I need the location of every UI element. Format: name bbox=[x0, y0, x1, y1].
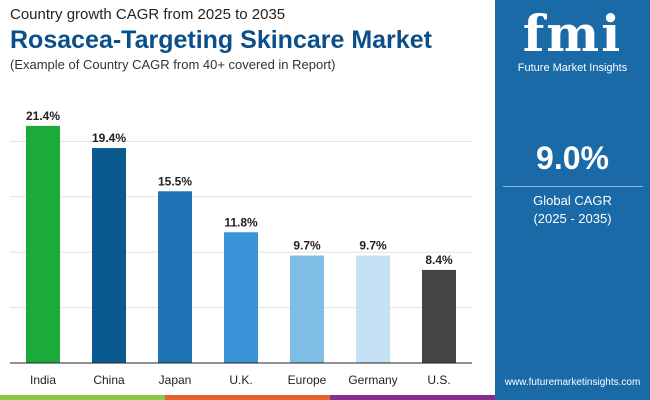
chart-title: Rosacea-Targeting Skincare Market bbox=[10, 26, 432, 54]
bar-india bbox=[26, 125, 60, 363]
x-tick-label: U.K. bbox=[229, 373, 252, 387]
x-tick-label: Germany bbox=[348, 373, 397, 387]
bar-chart: 21.4% India 19.4% China 15.5% Japan 11.8% U.K. 9… bbox=[10, 109, 472, 387]
x-tick-label: India bbox=[30, 373, 56, 387]
website-link[interactable]: www.futuremarketinsights.com bbox=[504, 377, 641, 388]
data-label: 9.7% bbox=[359, 239, 387, 253]
x-tick-label: Europe bbox=[288, 373, 327, 387]
info-panel: fmi Future Market Insights 9.0% Global C… bbox=[495, 0, 650, 400]
x-tick-label: China bbox=[93, 373, 125, 387]
divider bbox=[503, 186, 643, 187]
chart-note: (Example of Country CAGR from 40+ covere… bbox=[10, 57, 336, 72]
bar-us bbox=[422, 269, 456, 363]
strip-green bbox=[0, 395, 165, 400]
strip-purple bbox=[330, 395, 495, 400]
bar-uk bbox=[224, 232, 258, 363]
data-label: 8.4% bbox=[425, 253, 453, 267]
data-label: 21.4% bbox=[26, 109, 60, 123]
chart-subtitle: Country growth CAGR from 2025 to 2035 bbox=[10, 6, 286, 23]
bar-china bbox=[92, 148, 126, 363]
global-cagr-value: 9.0% bbox=[536, 140, 609, 176]
period-label: (2025 - 2035) bbox=[533, 211, 612, 226]
bar-europe bbox=[290, 255, 324, 363]
data-label: 9.7% bbox=[293, 239, 321, 253]
bar-japan bbox=[158, 191, 192, 363]
global-cagr-label: Global CAGR bbox=[533, 193, 612, 208]
data-label: 11.8% bbox=[224, 215, 258, 229]
fmi-logo: fmi Future Market Insights bbox=[495, 0, 650, 75]
bar-germany bbox=[356, 255, 390, 363]
strip-orange bbox=[165, 395, 330, 400]
brand-name: Future Market Insights bbox=[517, 62, 628, 74]
data-label: 19.4% bbox=[92, 131, 126, 145]
x-tick-label: U.S. bbox=[427, 373, 450, 387]
data-label: 15.5% bbox=[158, 174, 192, 188]
x-tick-label: Japan bbox=[159, 373, 192, 387]
logo-text: fmi bbox=[522, 4, 623, 63]
